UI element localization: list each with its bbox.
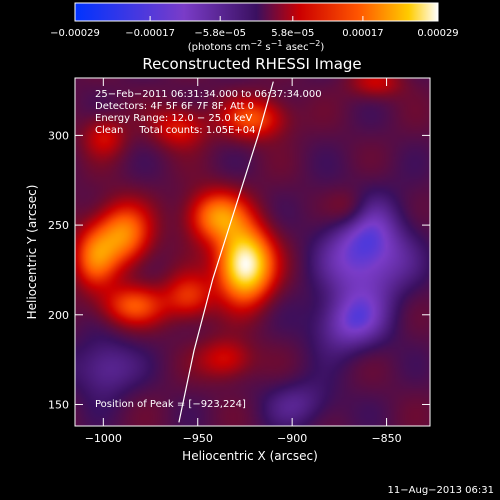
colorbar-tick-label: 0.00029 bbox=[417, 28, 458, 39]
solar-limb-line bbox=[178, 81, 274, 423]
annotation-clean-counts: Clean Total counts: 1.05E+04 bbox=[95, 125, 255, 136]
y-tick-label: 200 bbox=[48, 309, 69, 322]
chart-title: Reconstructed RHESSI Image bbox=[142, 55, 361, 73]
colorbar-unit-label: (photons cm−2 s−1 asec−2) bbox=[188, 39, 325, 53]
colorbar-tick-label: 0.00017 bbox=[342, 28, 383, 39]
annotation-detectors: Detectors: 4F 5F 6F 7F 8F, Att 0 bbox=[95, 101, 254, 112]
generation-timestamp: 11−Aug−2013 06:31 bbox=[387, 485, 494, 496]
plot-frame bbox=[74, 77, 431, 427]
x-axis-label: Heliocentric X (arcsec) bbox=[182, 449, 318, 463]
colorbar-tick-label: −5.8e−05 bbox=[194, 28, 246, 39]
y-tick-label: 300 bbox=[48, 129, 69, 142]
annotation-time-range: 25−Feb−2011 06:31:34.000 to 06:37:34.000 bbox=[95, 89, 322, 100]
colorbar-tick-label: −0.00017 bbox=[125, 28, 175, 39]
x-tick-label: −850 bbox=[371, 432, 401, 445]
x-axis: −1000 −950 −900 −850 bbox=[85, 78, 402, 445]
colorbar: −0.00029 −0.00017 −5.8e−05 5.8e−05 0.00017 0.… bbox=[50, 2, 459, 53]
heatmap-image bbox=[75, 78, 430, 426]
annotation-energy-range: Energy Range: 12.0 − 25.0 keV bbox=[95, 113, 252, 124]
colorbar-tick-label: 5.8e−05 bbox=[271, 28, 314, 39]
y-tick-label: 150 bbox=[48, 398, 69, 411]
x-tick-label: −900 bbox=[277, 432, 307, 445]
x-tick-label: −950 bbox=[183, 432, 213, 445]
annotation-peak-position: Position of Peak = [−923,224] bbox=[95, 399, 246, 410]
heatmap-area bbox=[75, 78, 430, 426]
x-tick-label: −1000 bbox=[85, 432, 122, 445]
colorbar-tick-label: −0.00029 bbox=[50, 28, 100, 39]
y-axis: 150 200 250 300 bbox=[48, 129, 430, 411]
colorbar-strip bbox=[74, 2, 439, 22]
y-axis-label: Heliocentric Y (arcsec) bbox=[25, 185, 39, 320]
y-tick-label: 250 bbox=[48, 219, 69, 232]
colorbar-ticks: −0.00029 −0.00017 −5.8e−05 5.8e−05 0.00017 0.… bbox=[50, 16, 459, 39]
observation-annotations: 25−Feb−2011 06:31:34.000 to 06:37:34.000… bbox=[95, 89, 322, 410]
